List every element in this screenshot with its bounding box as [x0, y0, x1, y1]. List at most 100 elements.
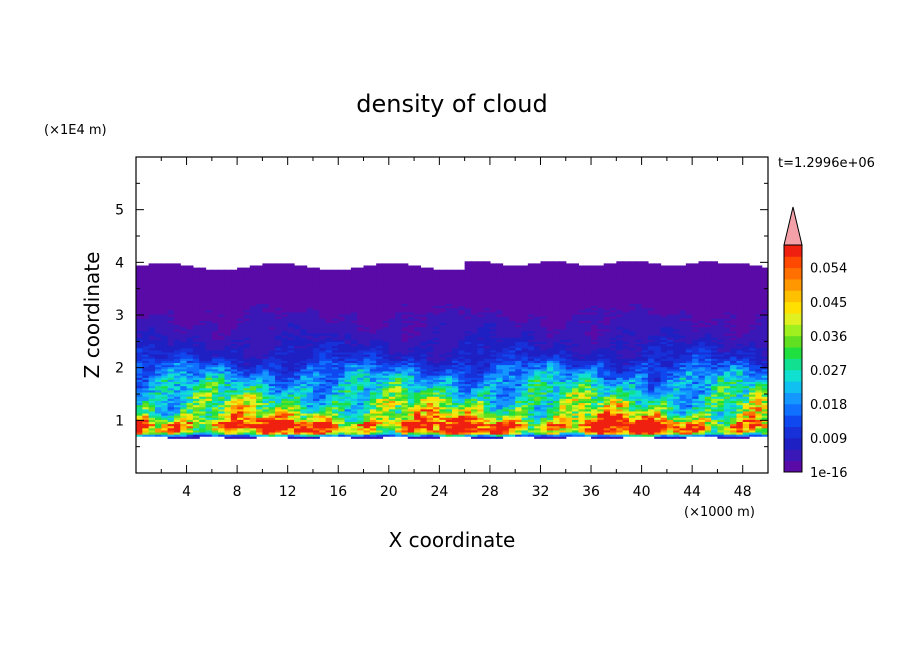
- density-cell: [401, 389, 409, 393]
- density-cell: [186, 431, 194, 435]
- density-cell: [331, 351, 339, 355]
- density-cell: [243, 421, 251, 425]
- density-cell: [711, 362, 719, 366]
- density-cell: [136, 391, 143, 395]
- density-cell: [458, 360, 466, 363]
- density-cell: [603, 400, 611, 404]
- density-cell: [458, 370, 466, 374]
- density-cell: [148, 402, 156, 406]
- density-cell: [464, 421, 472, 425]
- density-cell: [584, 349, 592, 353]
- density-cell: [698, 377, 706, 380]
- density-cell: [761, 429, 768, 433]
- density-cell: [376, 347, 384, 351]
- density-cell: [136, 339, 143, 342]
- density-cell: [540, 425, 548, 429]
- density-cell: [578, 375, 586, 378]
- density-cell: [224, 356, 232, 359]
- density-cell: [736, 415, 744, 418]
- density-cell: [521, 398, 529, 401]
- density-cell: [256, 343, 263, 347]
- density-cell: [565, 360, 573, 363]
- density-cell: [312, 356, 320, 359]
- density-cell: [256, 385, 263, 389]
- density-cell: [540, 366, 548, 370]
- density-cell: [300, 330, 308, 334]
- density-cell: [401, 419, 409, 422]
- density-cell: [521, 349, 529, 353]
- density-cell: [527, 377, 535, 380]
- density-cell: [470, 419, 478, 422]
- density-cell: [723, 412, 731, 416]
- density-cell: [395, 364, 403, 368]
- density-cell: [635, 425, 643, 429]
- density-cell: [363, 343, 371, 347]
- density-cell: [483, 377, 491, 380]
- density-cell: [647, 434, 655, 437]
- density-cell: [414, 385, 421, 389]
- density-cell: [173, 389, 181, 393]
- density-cell: [376, 427, 384, 431]
- density-cell: [540, 404, 548, 408]
- density-cell: [679, 423, 687, 427]
- density-cell: [136, 410, 143, 414]
- density-cell: [357, 372, 365, 376]
- density-cell: [275, 404, 282, 408]
- density-cell: [692, 387, 700, 391]
- density-cell: [578, 398, 586, 401]
- density-cell: [584, 381, 592, 385]
- density-cell: [306, 360, 314, 363]
- density-cell: [616, 358, 624, 361]
- density-cell: [584, 398, 592, 401]
- density-cell: [306, 396, 314, 399]
- density-cell: [679, 375, 687, 378]
- density-cell: [477, 339, 485, 342]
- density-cell: [698, 434, 706, 437]
- density-cell: [749, 387, 756, 391]
- density-cell: [717, 431, 725, 435]
- density-cell: [382, 402, 390, 406]
- density-cell: [673, 349, 681, 353]
- density-cell: [224, 427, 232, 431]
- density-cell: [300, 372, 308, 376]
- density-cell: [237, 389, 245, 393]
- density-cell: [369, 396, 377, 399]
- density-cell: [331, 347, 339, 351]
- density-cell: [698, 335, 706, 338]
- density-cell: [698, 379, 706, 382]
- density-cell: [180, 353, 188, 357]
- density-cell: [331, 387, 339, 391]
- density-cell: [502, 341, 510, 345]
- density-cell: [584, 335, 592, 338]
- density-cell: [376, 356, 384, 359]
- density-cell: [230, 417, 238, 420]
- density-cell: [553, 434, 561, 437]
- density-cell: [167, 412, 175, 416]
- density-cell: [211, 412, 219, 416]
- density-cell: [395, 341, 403, 345]
- density-cell: [414, 335, 421, 338]
- density-cell: [470, 345, 478, 349]
- density-cell: [237, 349, 245, 353]
- density-cell: [572, 427, 579, 431]
- density-cell: [376, 387, 384, 391]
- density-cell: [445, 394, 453, 397]
- density-cell: [331, 370, 339, 374]
- density-cell: [439, 349, 447, 353]
- density-cell: [572, 431, 579, 435]
- density-cell: [256, 337, 263, 340]
- density-cell: [357, 396, 365, 399]
- density-cell: [136, 335, 143, 338]
- density-cell: [445, 341, 453, 345]
- density-cell: [369, 400, 377, 404]
- density-cell: [584, 423, 592, 427]
- density-cell: [622, 385, 630, 389]
- density-cell: [641, 417, 649, 420]
- density-cell: [275, 425, 282, 429]
- density-cell: [262, 391, 270, 395]
- density-cell: [679, 427, 687, 431]
- density-cell: [749, 402, 756, 406]
- density-cell: [192, 375, 200, 378]
- density-cell: [616, 383, 624, 387]
- density-cell: [154, 349, 162, 353]
